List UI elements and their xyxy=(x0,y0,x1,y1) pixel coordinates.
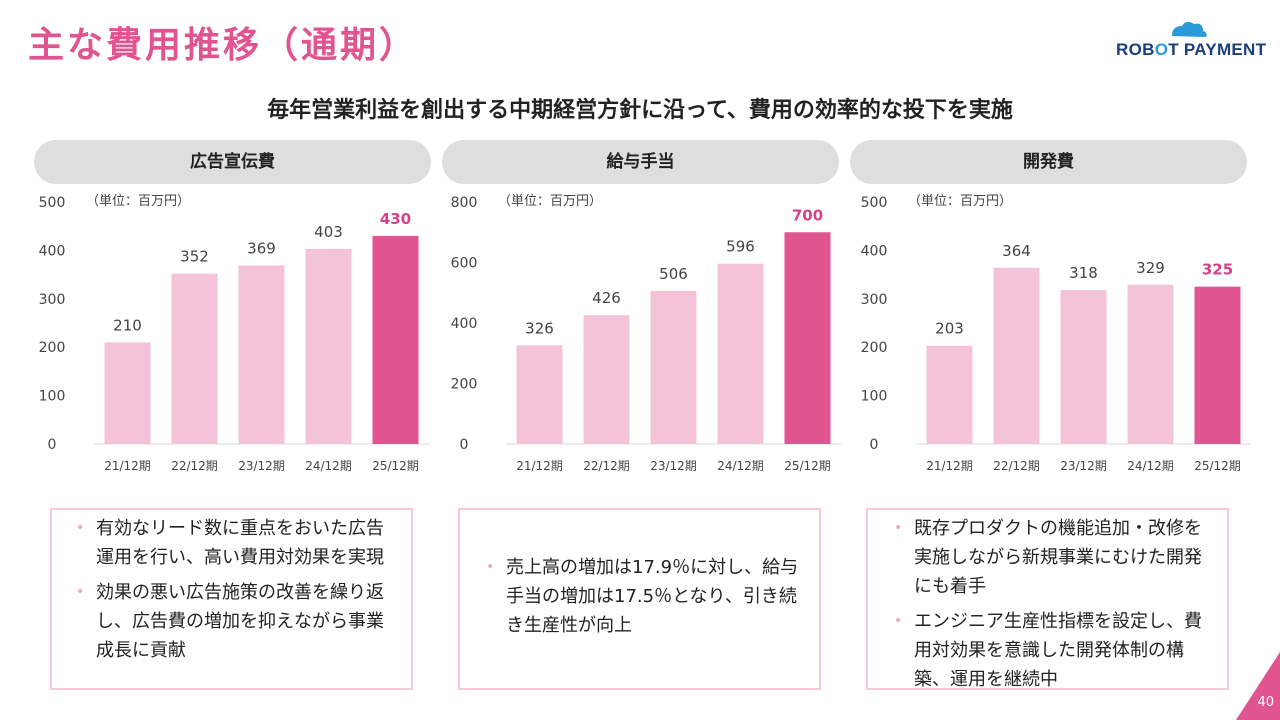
logo-part-1: ROB xyxy=(1116,40,1155,59)
x-tick-label: 25/12期 xyxy=(784,459,831,473)
subtitle: 毎年営業利益を創出する中期経営方針に沿って、費用の効率的な投下を実施 xyxy=(267,98,1013,123)
y-tick-label: 400 xyxy=(451,316,478,332)
logo-part-2: O xyxy=(1154,40,1169,59)
bar xyxy=(1060,290,1107,444)
note-bullet: 売上高の増加は17.9％に対し、給与手当の増加は17.5％となり、引き続き生産性… xyxy=(486,553,805,640)
y-tick-label: 400 xyxy=(39,243,66,259)
chart-2-header: 給与手当 xyxy=(442,140,839,184)
chart-1-header: 広告宣伝費 xyxy=(34,140,431,184)
bar xyxy=(784,232,831,444)
note-bullet: 既存プロダクトの機能追加・改修を実施しながら新規事業にむけた開発にも着手 xyxy=(894,514,1213,601)
data-label: 364 xyxy=(1002,242,1031,260)
bar xyxy=(238,265,285,444)
y-tick-label: 200 xyxy=(861,340,888,356)
note-bullet: エンジニア生産性指標を設定し、費用対効果を意識した開発体制の構築、運用を継続中 xyxy=(894,607,1213,694)
y-tick-label: 400 xyxy=(861,243,888,259)
x-tick-label: 23/12期 xyxy=(1060,459,1107,473)
x-tick-label: 25/12期 xyxy=(372,459,419,473)
chart-3-header: 開発費 xyxy=(850,140,1247,184)
y-tick-label: 100 xyxy=(39,389,66,405)
data-label: 329 xyxy=(1136,259,1165,277)
x-tick-label: 22/12期 xyxy=(171,459,218,473)
note-box-advertising: 有効なリード数に重点をおいた広告運用を行い、高い費用対効果を実現 効果の悪い広告… xyxy=(50,508,413,690)
unit-label: （単位：百万円） xyxy=(908,193,1012,209)
bar xyxy=(516,345,563,444)
bar xyxy=(305,248,352,444)
bar xyxy=(1127,284,1174,444)
data-label: 318 xyxy=(1069,264,1098,282)
x-tick-label: 23/12期 xyxy=(650,459,697,473)
data-label: 210 xyxy=(113,316,142,334)
note-bullet: 有効なリード数に重点をおいた広告運用を行い、高い費用対効果を実現 xyxy=(76,514,397,572)
note-bullet: 効果の悪い広告施策の改善を繰り返し、広告費の増加を抑えながら事業成長に貢献 xyxy=(76,578,397,665)
logo-part-3: T PAYMENT xyxy=(1168,40,1267,59)
y-tick-label: 200 xyxy=(451,377,478,393)
note-box-salaries: 売上高の増加は17.9％に対し、給与手当の増加は17.5％となり、引き続き生産性… xyxy=(458,508,821,690)
chart-salaries: 0 200 400 600 800 （単位：百万円） 326 21/12期 426 22/12期 5… xyxy=(451,193,841,473)
x-tick-label: 21/12期 xyxy=(516,459,563,473)
unit-label: （単位：百万円） xyxy=(498,193,602,209)
data-label: 325 xyxy=(1202,261,1233,279)
y-tick-label: 200 xyxy=(39,340,66,356)
note-box-development: 既存プロダクトの機能追加・改修を実施しながら新規事業にむけた開発にも着手 エンジ… xyxy=(866,508,1229,690)
data-label: 426 xyxy=(592,289,621,307)
bar xyxy=(104,342,151,444)
y-tick-label: 0 xyxy=(870,437,879,453)
data-label: 506 xyxy=(659,265,688,283)
bar xyxy=(1194,286,1241,444)
x-tick-label: 25/12期 xyxy=(1194,459,1241,473)
y-tick-label: 600 xyxy=(451,256,478,272)
y-tick-label: 0 xyxy=(48,437,57,453)
x-tick-label: 23/12期 xyxy=(238,459,285,473)
bar xyxy=(650,290,697,444)
data-label: 203 xyxy=(935,320,964,338)
x-tick-label: 24/12期 xyxy=(305,459,352,473)
y-tick-label: 800 xyxy=(451,195,478,211)
y-tick-label: 500 xyxy=(39,195,66,211)
page-number-corner xyxy=(1236,652,1280,720)
bar xyxy=(171,273,218,444)
x-tick-label: 22/12期 xyxy=(993,459,1040,473)
bar xyxy=(583,315,630,444)
data-label: 326 xyxy=(525,319,554,337)
data-label: 700 xyxy=(792,206,823,224)
x-tick-label: 22/12期 xyxy=(583,459,630,473)
bar xyxy=(717,263,764,444)
bar xyxy=(993,267,1040,444)
logo-text: ROBOT PAYMENT xyxy=(1116,40,1266,60)
y-tick-label: 300 xyxy=(861,292,888,308)
y-tick-label: 100 xyxy=(861,389,888,405)
bar xyxy=(926,345,973,444)
y-tick-label: 500 xyxy=(861,195,888,211)
data-label: 430 xyxy=(380,210,411,228)
y-tick-label: 300 xyxy=(39,292,66,308)
bar xyxy=(372,235,419,444)
chart-advertising: 0 100 200 300 400 500 （単位：百万円） 210 21/12期 352 22/1… xyxy=(39,193,429,473)
x-tick-label: 21/12期 xyxy=(926,459,973,473)
page-title: 主な費用推移（通期） xyxy=(28,25,419,66)
unit-label: （単位：百万円） xyxy=(86,193,190,209)
chart-development: 0 100 200 300 400 500 （単位：百万円） 203 21/12期 364 22/1… xyxy=(861,193,1251,473)
data-label: 352 xyxy=(180,248,209,266)
data-label: 369 xyxy=(247,239,276,257)
x-tick-label: 24/12期 xyxy=(1127,459,1174,473)
company-logo: ROBOT PAYMENT xyxy=(1114,20,1266,64)
x-tick-label: 24/12期 xyxy=(717,459,764,473)
data-label: 403 xyxy=(314,223,343,241)
y-tick-label: 0 xyxy=(460,437,469,453)
x-tick-label: 21/12期 xyxy=(104,459,151,473)
page-number: 40 xyxy=(1257,695,1274,710)
cloud-icon xyxy=(1172,21,1207,37)
data-label: 596 xyxy=(726,238,755,256)
